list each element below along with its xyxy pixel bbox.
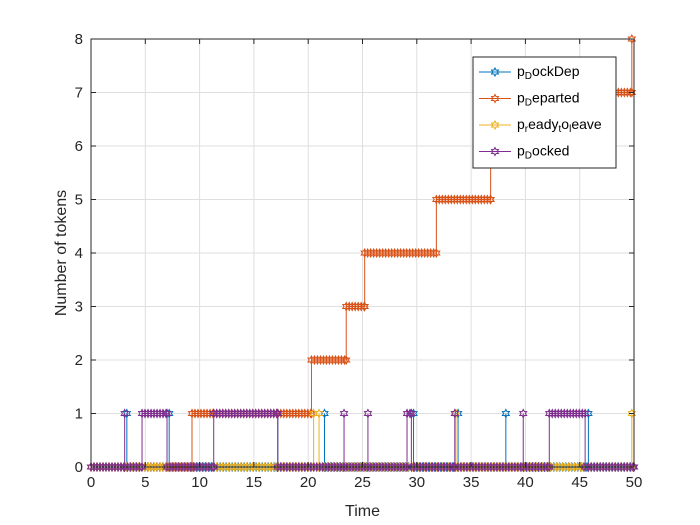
y-tick-label: 3 [75, 299, 83, 316]
series-point [450, 408, 460, 419]
series-point [406, 408, 416, 419]
legend-label: preadytoleave [517, 116, 602, 135]
y-tick-label: 6 [75, 138, 83, 155]
series-point [360, 301, 370, 312]
legend-label: pDockDep [517, 63, 580, 82]
series-point [363, 408, 373, 419]
y-tick-label: 5 [75, 192, 83, 209]
series-point [486, 194, 496, 205]
series-p_Docked [86, 408, 639, 473]
series-point [627, 33, 637, 45]
series-point [314, 408, 324, 419]
x-tick-label: 10 [191, 474, 208, 491]
y-tick-label: 4 [75, 245, 83, 262]
legend-swatch-marker [490, 66, 500, 78]
series-point [341, 354, 351, 366]
series-point [580, 408, 590, 419]
y-tick-label: 7 [75, 85, 83, 102]
x-tick-label: 35 [463, 474, 480, 491]
legend-swatch-marker [490, 146, 500, 157]
x-tick-label: 45 [571, 474, 588, 491]
x-tick-label: 40 [517, 474, 534, 491]
x-tick-label: 20 [300, 474, 317, 491]
y-tick-label: 0 [75, 459, 83, 476]
legend-swatch-marker [490, 93, 500, 104]
legend-entry: preadytoleave [479, 116, 602, 135]
series-point [273, 408, 283, 419]
series-point [356, 301, 366, 312]
legend: pDockDep pDeparted preadytoleave pDocked [472, 56, 617, 169]
legend-entry: pDocked [479, 143, 569, 162]
series-point [209, 461, 219, 473]
series-point [162, 408, 172, 419]
series-point [431, 247, 441, 259]
legend-entry: pDockDep [479, 63, 580, 82]
y-tick-label: 2 [75, 352, 83, 369]
x-tick-label: 30 [408, 474, 425, 491]
series-point [544, 461, 554, 473]
y-tick-label: 8 [75, 31, 83, 48]
legend-label: pDocked [517, 143, 569, 162]
series-point [501, 408, 511, 419]
x-tick-label: 0 [87, 474, 95, 491]
legend-label: pDeparted [517, 90, 580, 109]
series-point [518, 408, 528, 419]
y-axis-label: Number of tokens [53, 190, 70, 316]
x-tick-label: 25 [354, 474, 371, 491]
x-tick-label: 50 [626, 474, 643, 491]
x-axis-label: Time [345, 503, 380, 520]
x-tick-label: 15 [246, 474, 263, 491]
series-point [627, 87, 637, 98]
series-point [627, 408, 637, 419]
series-point [120, 408, 130, 419]
y-tick-label: 1 [75, 406, 83, 423]
series-point [339, 408, 349, 419]
series-point [482, 194, 492, 205]
legend-entry: pDeparted [479, 90, 580, 109]
x-tick-label: 5 [141, 474, 149, 491]
series-point [629, 461, 639, 473]
legend-swatch-marker [490, 119, 500, 131]
